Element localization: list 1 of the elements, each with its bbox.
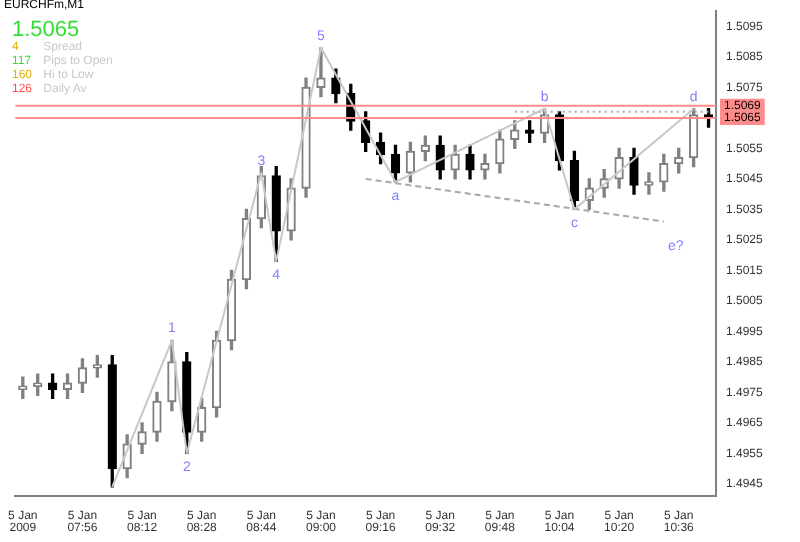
- annotation: 1.5065: [12, 18, 80, 42]
